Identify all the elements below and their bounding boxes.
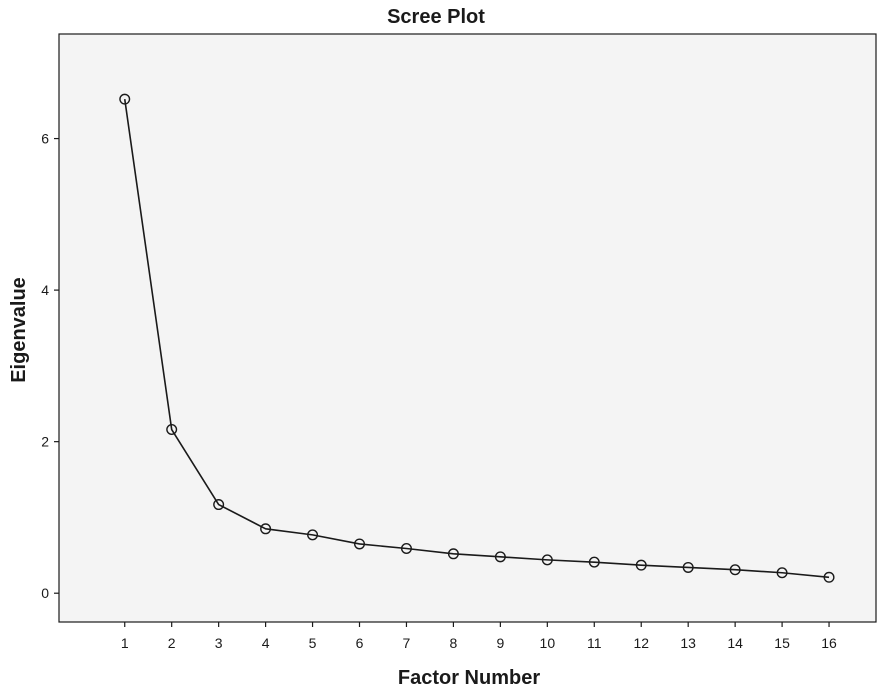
x-tick-label: 15 <box>774 635 790 651</box>
data-point-marker <box>354 538 366 550</box>
data-point-marker <box>729 564 741 576</box>
y-axis-label: Eigenvalue <box>8 277 30 383</box>
eigenvalue-series-line <box>123 99 830 579</box>
x-tick-label: 13 <box>680 635 696 651</box>
plot-area <box>58 33 877 623</box>
data-point-marker <box>494 551 506 563</box>
y-tick-label: 6 <box>41 131 49 147</box>
data-point-marker <box>588 556 600 568</box>
data-point-marker <box>400 543 412 555</box>
x-tick-label: 5 <box>309 635 317 651</box>
y-tick-label: 2 <box>41 434 49 450</box>
chart-title: Scree Plot <box>387 6 485 28</box>
data-point-marker <box>635 559 647 571</box>
data-point-marker <box>541 554 553 566</box>
x-tick-label: 3 <box>215 635 223 651</box>
data-point-marker <box>682 561 694 573</box>
x-tick-label: 11 <box>587 635 602 651</box>
x-tick-label: 10 <box>540 635 556 651</box>
x-tick-label: 2 <box>168 635 176 651</box>
x-tick-label: 9 <box>496 635 504 651</box>
y-tick-label: 0 <box>41 585 49 601</box>
series-layer <box>119 93 835 583</box>
x-tick-label: 7 <box>403 635 411 651</box>
x-tick-label: 4 <box>262 635 270 651</box>
data-point-marker <box>213 499 225 511</box>
y-axis-ticks: 0 2 4 6 <box>41 131 59 601</box>
data-point-marker <box>447 548 459 560</box>
x-tick-label: 8 <box>450 635 458 651</box>
x-tick-label: 14 <box>727 635 743 651</box>
data-point-marker <box>119 93 131 105</box>
data-point-marker <box>307 529 319 541</box>
data-point-marker <box>823 571 835 583</box>
x-axis-label: Factor Number <box>398 667 540 688</box>
x-tick-label: 16 <box>821 635 837 651</box>
x-tick-label: 1 <box>121 635 129 651</box>
x-tick-label: 6 <box>356 635 364 651</box>
data-point-marker <box>166 424 178 436</box>
x-tick-label: 12 <box>633 635 649 651</box>
y-tick-label: 4 <box>41 282 49 298</box>
data-point-marker <box>776 567 788 579</box>
data-point-marker <box>260 523 272 535</box>
x-axis-ticks: 1 2 3 4 5 6 7 8 9 10 11 12 13 14 15 16 <box>121 622 837 651</box>
